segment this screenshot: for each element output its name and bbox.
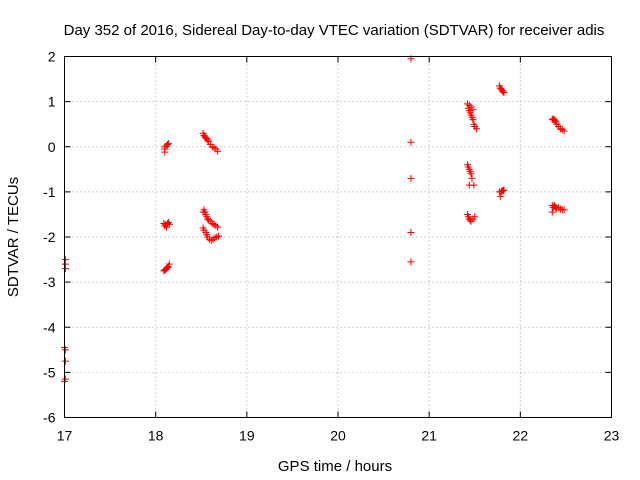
x-tick-labels: 17 18 19 20 21 22 23 bbox=[57, 428, 620, 444]
data-point bbox=[471, 213, 479, 221]
data-point bbox=[496, 192, 504, 200]
y-tick-label: -1 bbox=[43, 184, 56, 200]
x-tick-label: 23 bbox=[604, 428, 620, 444]
data-point bbox=[164, 140, 172, 148]
data-point bbox=[470, 181, 478, 189]
data-point bbox=[212, 222, 220, 230]
y-tick-label: 1 bbox=[48, 94, 56, 110]
data-point bbox=[473, 125, 481, 133]
data-point bbox=[210, 220, 218, 228]
data-point bbox=[556, 125, 564, 133]
data-point bbox=[463, 100, 471, 108]
data-point bbox=[205, 216, 213, 224]
data-point bbox=[165, 220, 173, 228]
data-point bbox=[215, 232, 223, 240]
data-point bbox=[407, 138, 415, 146]
data-point bbox=[204, 136, 212, 144]
data-point bbox=[205, 137, 213, 145]
chart-title: Day 352 of 2016, Sidereal Day-to-day VTE… bbox=[64, 22, 605, 39]
data-point bbox=[407, 174, 415, 182]
data-point bbox=[465, 101, 473, 109]
y-tick-label: -3 bbox=[43, 274, 56, 290]
data-point bbox=[164, 219, 172, 227]
data-point bbox=[61, 357, 69, 365]
data-point bbox=[499, 88, 507, 96]
grid-lines bbox=[64, 56, 612, 418]
data-point bbox=[556, 205, 564, 213]
data-point bbox=[500, 89, 508, 97]
data-point bbox=[211, 234, 219, 242]
data-point bbox=[208, 143, 216, 151]
data-point bbox=[500, 186, 508, 194]
y-tick-label: -2 bbox=[43, 229, 56, 245]
y-tick-label: -6 bbox=[43, 410, 56, 426]
data-point bbox=[407, 258, 415, 266]
data-point bbox=[165, 260, 173, 268]
data-point bbox=[209, 235, 217, 243]
y-tick-label: 0 bbox=[48, 139, 56, 155]
data-point bbox=[548, 208, 556, 216]
y-tick-label: -4 bbox=[43, 319, 56, 335]
data-point bbox=[208, 219, 216, 227]
data-point bbox=[551, 117, 559, 125]
data-point bbox=[560, 206, 568, 214]
x-tick-label: 19 bbox=[239, 428, 255, 444]
data-point bbox=[210, 144, 218, 152]
x-tick-label: 18 bbox=[148, 428, 164, 444]
data-point bbox=[469, 116, 477, 124]
data-point bbox=[558, 126, 566, 134]
data-point bbox=[161, 148, 169, 156]
data-points bbox=[61, 55, 568, 385]
data-point bbox=[164, 219, 172, 227]
data-point bbox=[214, 223, 222, 231]
x-tick-label: 20 bbox=[330, 428, 346, 444]
data-point bbox=[555, 204, 563, 212]
x-tick-label: 17 bbox=[57, 428, 73, 444]
data-point bbox=[61, 346, 69, 354]
data-point bbox=[214, 147, 222, 155]
plot-frame bbox=[64, 56, 612, 418]
data-point bbox=[468, 174, 476, 182]
x-tick-label: 21 bbox=[421, 428, 437, 444]
data-point bbox=[407, 228, 415, 236]
data-point bbox=[61, 265, 69, 273]
data-point bbox=[164, 264, 172, 272]
data-point bbox=[469, 106, 477, 114]
data-point bbox=[213, 233, 221, 241]
data-point bbox=[164, 140, 172, 148]
data-point bbox=[560, 127, 568, 135]
y-tick-labels: -6 -5 -4 -3 -2 -1 0 1 2 bbox=[43, 49, 56, 426]
x-axis-label: GPS time / hours bbox=[278, 458, 392, 475]
data-point bbox=[467, 170, 475, 178]
x-tick-label: 22 bbox=[513, 428, 529, 444]
y-tick-label: 2 bbox=[48, 49, 56, 65]
data-point bbox=[207, 237, 215, 245]
y-axis-label: SDTVAR / TECUs bbox=[5, 177, 22, 297]
y-tick-label: -5 bbox=[43, 364, 56, 380]
